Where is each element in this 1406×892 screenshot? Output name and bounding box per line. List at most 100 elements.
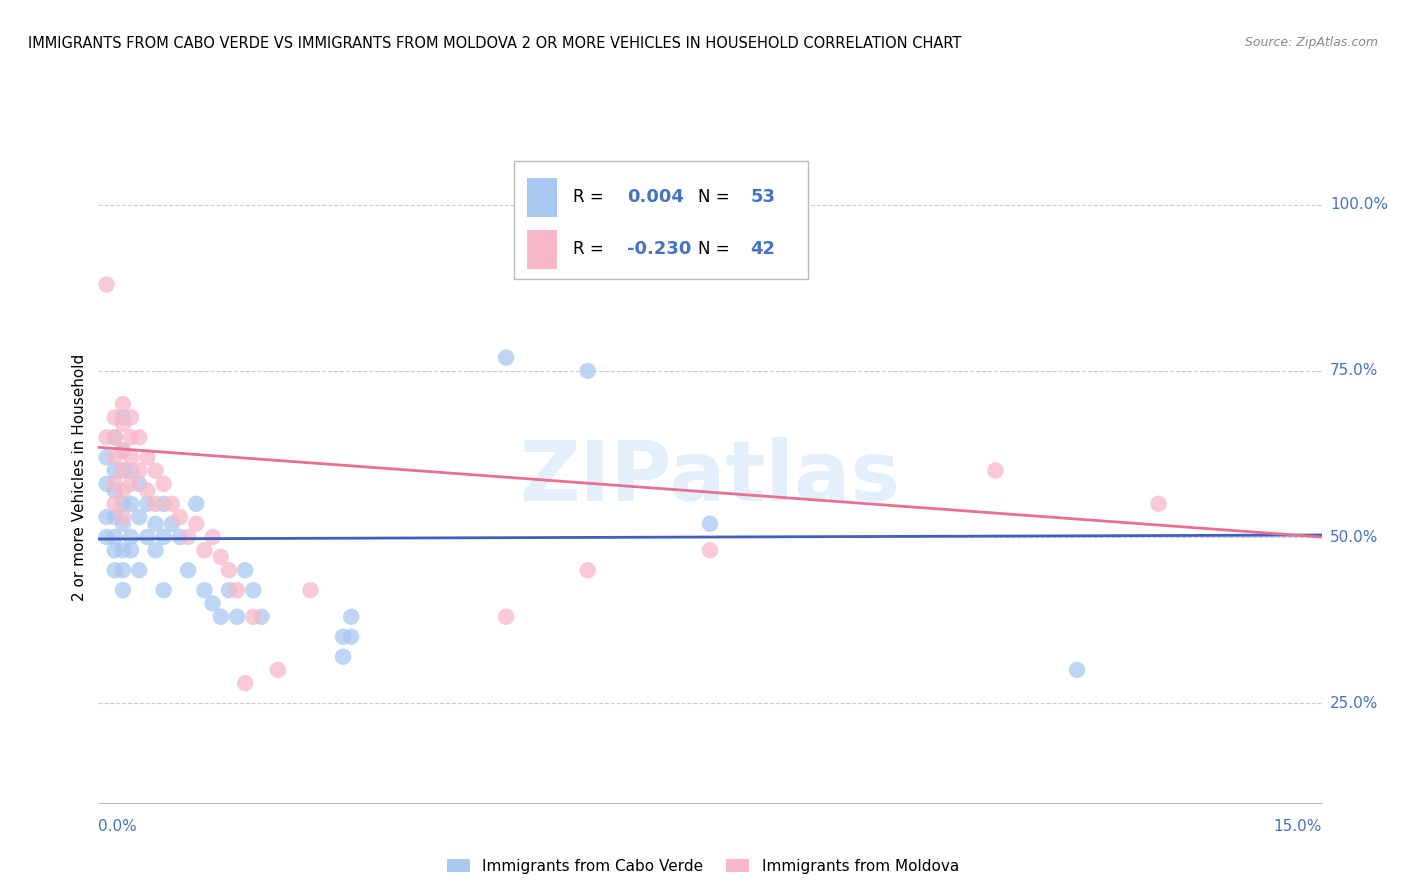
Point — [226, 609, 249, 624]
Point — [299, 583, 322, 598]
Point — [218, 563, 240, 577]
Point — [332, 649, 354, 664]
Point — [136, 497, 159, 511]
Point — [120, 476, 142, 491]
Point — [250, 609, 273, 624]
Point — [111, 464, 134, 478]
Text: R =: R = — [574, 188, 609, 206]
Point — [340, 630, 363, 644]
Point — [152, 530, 174, 544]
Point — [111, 483, 134, 498]
Text: 50.0%: 50.0% — [1330, 530, 1378, 544]
Text: Source: ZipAtlas.com: Source: ZipAtlas.com — [1244, 36, 1378, 49]
Point — [136, 530, 159, 544]
Y-axis label: 2 or more Vehicles in Household: 2 or more Vehicles in Household — [72, 353, 87, 601]
Point — [96, 476, 118, 491]
Point — [332, 630, 354, 644]
Point — [104, 410, 127, 425]
Point — [111, 397, 134, 411]
Text: 15.0%: 15.0% — [1274, 820, 1322, 834]
Point — [120, 410, 142, 425]
Text: 25.0%: 25.0% — [1330, 696, 1378, 711]
Point — [111, 417, 134, 431]
Point — [104, 483, 127, 498]
Point — [120, 464, 142, 478]
Point — [169, 510, 191, 524]
Point — [984, 464, 1007, 478]
Point — [177, 530, 200, 544]
Point — [104, 464, 127, 478]
Point — [96, 430, 118, 444]
Text: N =: N = — [697, 240, 735, 259]
Point — [160, 497, 183, 511]
Point — [193, 583, 215, 598]
Point — [186, 497, 208, 511]
Text: N =: N = — [697, 188, 735, 206]
Text: 53: 53 — [751, 188, 775, 206]
Point — [152, 476, 174, 491]
Point — [111, 543, 134, 558]
Point — [169, 530, 191, 544]
Point — [96, 450, 118, 465]
Point — [1147, 497, 1170, 511]
Point — [145, 543, 167, 558]
Point — [104, 430, 127, 444]
Point — [104, 563, 127, 577]
Point — [201, 530, 224, 544]
Point — [242, 583, 264, 598]
Point — [111, 464, 134, 478]
Point — [96, 510, 118, 524]
Point — [495, 351, 517, 365]
Point — [111, 583, 134, 598]
Point — [576, 563, 599, 577]
Point — [111, 443, 134, 458]
Point — [128, 476, 150, 491]
Point — [104, 543, 127, 558]
Point — [128, 510, 150, 524]
Point — [120, 530, 142, 544]
Point — [218, 583, 240, 598]
Point — [104, 430, 127, 444]
Point — [111, 410, 134, 425]
Point — [495, 609, 517, 624]
Point — [233, 563, 256, 577]
Point — [1066, 663, 1088, 677]
Point — [177, 563, 200, 577]
Text: 75.0%: 75.0% — [1330, 363, 1378, 378]
Point — [104, 497, 127, 511]
Point — [128, 430, 150, 444]
Point — [104, 530, 127, 544]
Text: -0.230: -0.230 — [627, 240, 692, 259]
Point — [104, 476, 127, 491]
Point — [111, 497, 134, 511]
Point — [96, 530, 118, 544]
Point — [104, 450, 127, 465]
Point — [193, 543, 215, 558]
Point — [120, 450, 142, 465]
Point — [233, 676, 256, 690]
Point — [96, 277, 118, 292]
Point — [340, 609, 363, 624]
Point — [128, 464, 150, 478]
Point — [120, 497, 142, 511]
Point — [160, 516, 183, 531]
Text: 100.0%: 100.0% — [1330, 197, 1388, 212]
Point — [111, 510, 134, 524]
Point — [145, 464, 167, 478]
Point — [145, 497, 167, 511]
Bar — [527, 178, 557, 217]
Point — [145, 516, 167, 531]
FancyBboxPatch shape — [515, 161, 808, 278]
Point — [242, 609, 264, 624]
Point — [209, 549, 232, 564]
Point — [111, 563, 134, 577]
Point — [576, 364, 599, 378]
Text: 0.004: 0.004 — [627, 188, 683, 206]
Text: 0.0%: 0.0% — [98, 820, 138, 834]
Point — [136, 483, 159, 498]
Point — [226, 583, 249, 598]
Text: IMMIGRANTS FROM CABO VERDE VS IMMIGRANTS FROM MOLDOVA 2 OR MORE VEHICLES IN HOUS: IMMIGRANTS FROM CABO VERDE VS IMMIGRANTS… — [28, 36, 962, 51]
Point — [699, 516, 721, 531]
Bar — [527, 230, 557, 268]
Text: 42: 42 — [751, 240, 775, 259]
